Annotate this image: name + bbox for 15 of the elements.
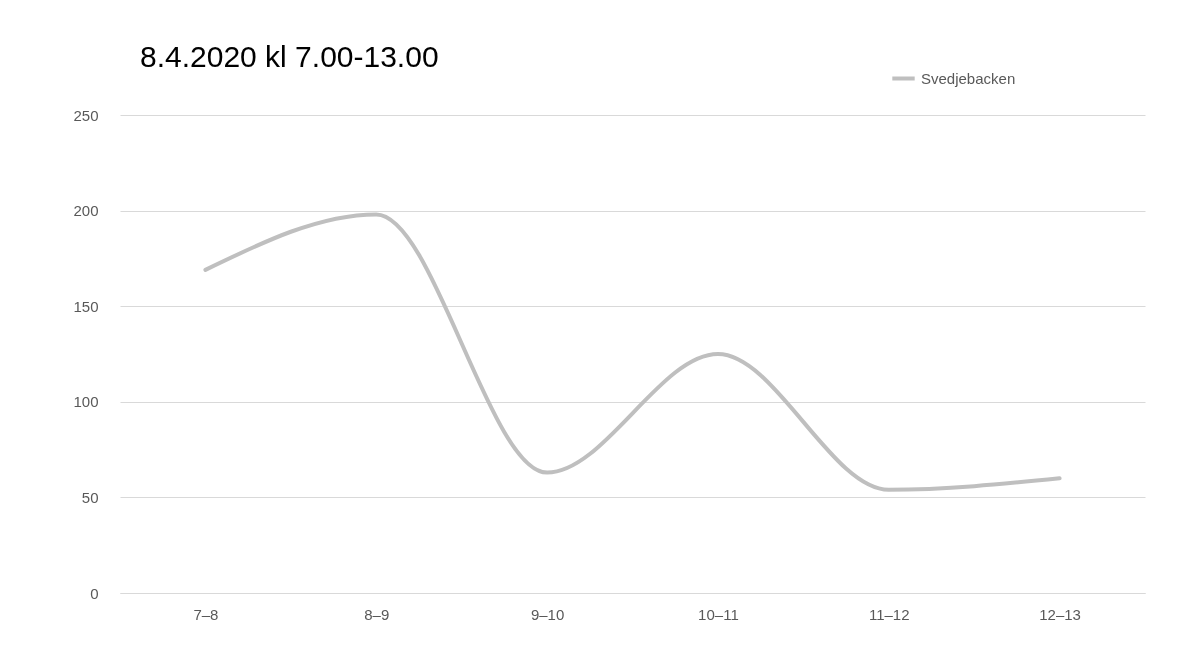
x-tick-label: 8–9 bbox=[364, 605, 390, 623]
y-tick-label: 100 bbox=[73, 393, 99, 411]
y-tick-label: 150 bbox=[73, 297, 99, 315]
x-tick-label: 11–12 bbox=[868, 605, 910, 623]
line-series bbox=[203, 212, 1062, 492]
y-tick-label: 0 bbox=[90, 584, 99, 602]
legend-label: Svedjebacken bbox=[921, 69, 1016, 87]
x-tick-label: 10–11 bbox=[698, 605, 739, 623]
x-tick-label: 12–13 bbox=[1039, 605, 1081, 623]
y-tick-label: 200 bbox=[73, 202, 99, 220]
chart-title: 8.4.2020 kl 7.00-13.00 bbox=[140, 40, 439, 73]
x-tick-label: 9–10 bbox=[530, 605, 565, 623]
y-tick-label: 50 bbox=[81, 488, 99, 506]
y-tick-label: 250 bbox=[73, 106, 99, 124]
x-tick-label: 7–8 bbox=[193, 605, 219, 623]
